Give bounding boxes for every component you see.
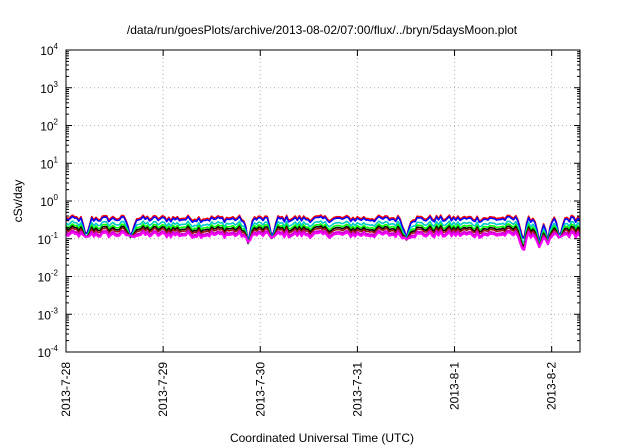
series-line	[65, 227, 581, 249]
y-tick-label: 10-1	[38, 231, 59, 247]
chart-title: /data/run/goesPlots/archive/2013-08-02/0…	[127, 23, 518, 37]
x-tick-label: 2013-8-2	[545, 362, 559, 410]
y-tick-label: 100	[40, 193, 58, 209]
y-tick-base: 10	[38, 308, 52, 322]
series-line	[65, 214, 581, 243]
y-tick-label: 102	[40, 118, 58, 134]
y-tick-label: 104	[40, 42, 58, 58]
y-tick-exponent: -3	[51, 306, 59, 315]
y-tick-base: 10	[40, 82, 54, 96]
y-tick-base: 10	[38, 346, 52, 360]
y-tick-exponent: -4	[51, 344, 59, 353]
y-tick-base: 10	[40, 120, 54, 134]
x-tick-label: 2013-7-30	[253, 362, 267, 417]
y-axis-label: cSv/day	[11, 180, 25, 223]
y-tick-exponent: 2	[54, 118, 59, 127]
y-tick-label: 103	[40, 80, 58, 96]
x-tick-label: 2013-7-31	[350, 362, 364, 417]
y-tick-exponent: -2	[51, 269, 59, 278]
y-tick-base: 10	[40, 44, 54, 58]
y-tick-label: 10-3	[38, 306, 59, 322]
series-line	[65, 229, 581, 251]
x-axis: 2013-7-28 2013-7-29 2013-7-30 2013-7-31 2013…	[59, 50, 559, 417]
series-line	[65, 215, 581, 244]
y-tick-exponent: 3	[54, 80, 59, 89]
plot-area	[65, 214, 581, 251]
y-tick-exponent: 1	[54, 155, 59, 164]
series-line	[65, 231, 581, 251]
y-tick-label: 10-2	[38, 269, 59, 285]
y-tick-exponent: 4	[54, 42, 59, 51]
y-tick-label: 101	[40, 155, 58, 171]
y-tick-base: 10	[38, 271, 52, 285]
y-tick-exponent: 0	[54, 193, 59, 202]
x-tick-label: 2013-8-1	[448, 362, 462, 410]
y-tick-base: 10	[40, 195, 54, 209]
series-line	[65, 220, 581, 247]
y-tick-base: 10	[38, 233, 52, 247]
series-line	[65, 223, 581, 248]
x-axis-label: Coordinated Universal Time (UTC)	[230, 431, 414, 445]
x-tick-label: 2013-7-28	[59, 362, 73, 417]
grid	[65, 50, 580, 352]
x-tick-label: 2013-7-29	[156, 362, 170, 417]
y-tick-base: 10	[40, 157, 54, 171]
y-tick-label: 10-4	[38, 344, 59, 360]
y-tick-exponent: -1	[51, 231, 59, 240]
series-line	[65, 225, 581, 248]
